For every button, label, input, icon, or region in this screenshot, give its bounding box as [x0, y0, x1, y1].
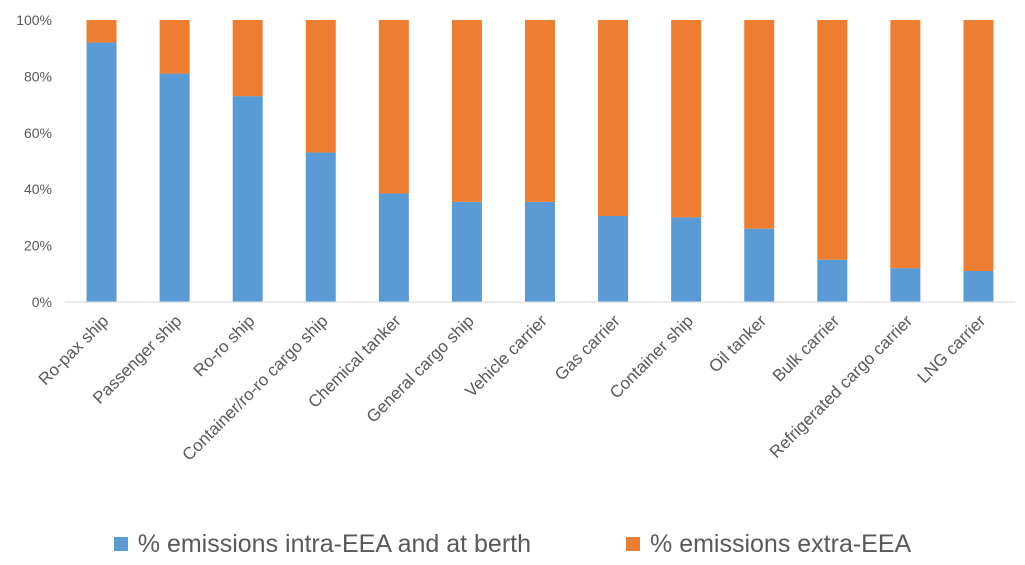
bar-ro-ro-ship-intra-eea — [232, 96, 263, 302]
bar-lng-carrier-intra-eea — [963, 270, 994, 302]
stacked-bar-chart: 0% 20% 40% 60% 80% 100% Ro-pax shipPassenger … — [16, 12, 1015, 464]
x-tick-label-bulk-carrier: Bulk carrier — [769, 311, 843, 385]
bar-refrigerated-cargo-carrier-intra-eea — [890, 268, 921, 302]
bar-container-ship-intra-eea — [671, 217, 702, 302]
legend-label-intra-eea: % emissions intra-EEA and at berth — [137, 529, 532, 558]
y-tick-label: 0% — [32, 294, 52, 310]
bar-oil-tanker-extra-eea — [744, 20, 775, 229]
bar-lng-carrier-extra-eea — [963, 20, 994, 271]
bar-oil-tanker-intra-eea — [744, 228, 775, 302]
bar-bulk-carrier-intra-eea — [817, 259, 848, 302]
bar-gas-carrier-intra-eea — [598, 215, 629, 302]
bar-ro-ro-ship-extra-eea — [232, 20, 263, 97]
x-tick-label-ro-ro-ship: Ro-ro ship — [190, 311, 259, 380]
y-axis: 0% 20% 40% 60% 80% 100% — [16, 12, 52, 310]
bar-gas-carrier-extra-eea — [598, 20, 629, 216]
bar-chemical-tanker-extra-eea — [378, 20, 409, 194]
bar-general-cargo-ship-intra-eea — [451, 201, 482, 302]
bars-group — [86, 20, 994, 303]
legend-item-extra-eea: % emissions extra-EEA — [626, 530, 911, 559]
bar-vehicle-carrier-intra-eea — [525, 201, 555, 302]
bar-container-ro-ro-cargo-ship-extra-eea — [305, 20, 336, 153]
bar-ro-pax-ship-intra-eea — [86, 42, 117, 303]
bar-refrigerated-cargo-carrier-extra-eea — [890, 20, 921, 269]
x-tick-label-gas-carrier: Gas carrier — [551, 311, 624, 384]
bar-chemical-tanker-intra-eea — [378, 193, 409, 302]
y-tick-label: 80% — [24, 68, 52, 84]
x-tick-label-refrigerated-cargo-carrier: Refrigerated cargo carrier — [766, 311, 917, 462]
x-tick-label-lng-carrier: LNG carrier — [914, 311, 990, 387]
bar-vehicle-carrier-extra-eea — [525, 20, 555, 202]
legend-swatch-extra-eea — [626, 537, 641, 551]
bar-container-ro-ro-cargo-ship-intra-eea — [305, 152, 336, 302]
y-tick-label: 60% — [24, 125, 52, 141]
legend-swatch-intra-eea — [113, 537, 128, 551]
legend-item-intra-eea: % emissions intra-EEA and at berth — [113, 529, 532, 559]
bar-general-cargo-ship-extra-eea — [451, 20, 482, 202]
legend: % emissions intra-EEA and at berth % emi… — [0, 528, 1025, 560]
bar-passenger-ship-intra-eea — [159, 73, 190, 302]
legend-label-extra-eea: % emissions extra-EEA — [650, 529, 912, 558]
bar-passenger-ship-extra-eea — [159, 20, 190, 74]
y-tick-label: 20% — [24, 238, 52, 254]
y-tick-label: 40% — [24, 181, 52, 197]
y-tick-label: 100% — [16, 12, 52, 28]
bar-bulk-carrier-extra-eea — [817, 20, 848, 260]
x-tick-label-oil-tanker: Oil tanker — [705, 311, 770, 376]
x-tick-label-ro-pax-ship: Ro-pax ship — [35, 311, 113, 389]
bar-container-ship-extra-eea — [671, 20, 702, 218]
bar-ro-pax-ship-extra-eea — [86, 20, 117, 43]
x-tick-label-container-ro-ro-cargo-ship: Container/ro-ro cargo ship — [179, 311, 332, 464]
